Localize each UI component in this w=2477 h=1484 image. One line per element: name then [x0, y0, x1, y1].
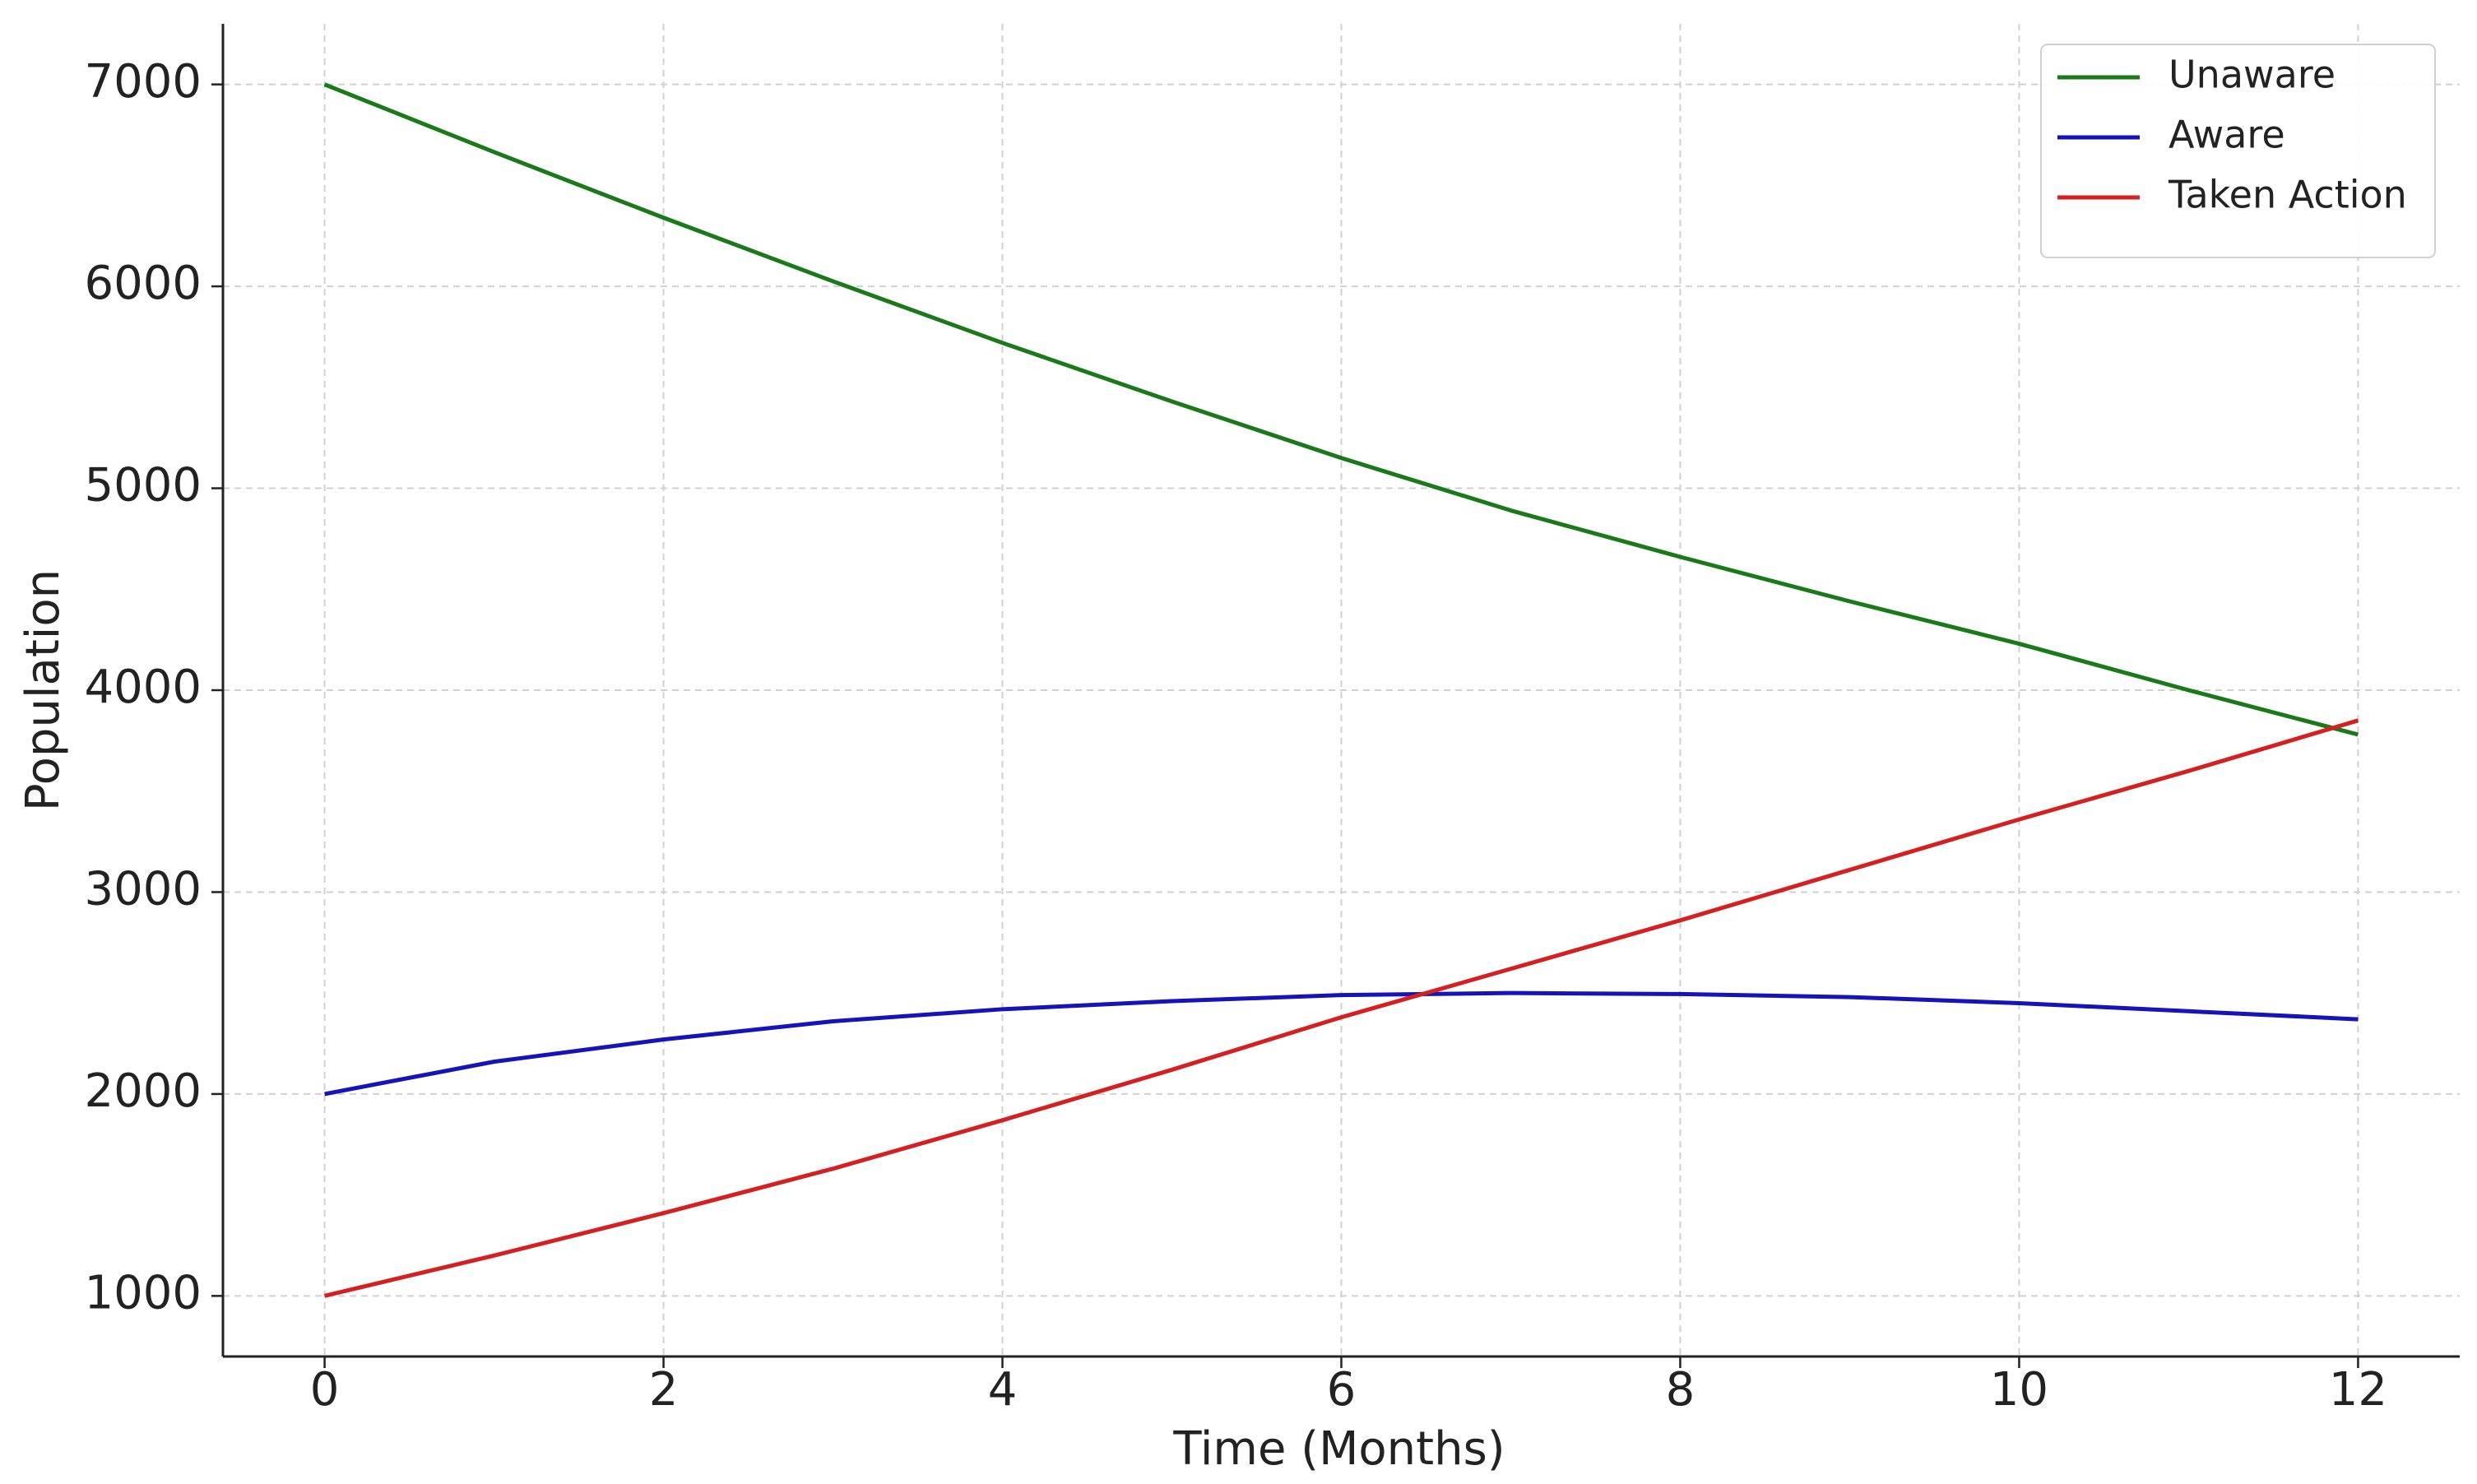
y-tick-label: 6000	[84, 257, 202, 310]
legend: Unaware Aware Taken Action	[2040, 44, 2436, 258]
x-axis-label: Time (Months)	[1172, 1422, 1505, 1476]
x-tick-label: 10	[1990, 1363, 2048, 1417]
x-tick-label: 6	[1327, 1363, 1357, 1417]
series-line	[324, 990, 2359, 1097]
series-line	[324, 718, 2359, 1298]
y-tick-label: 3000	[84, 863, 202, 916]
y-tick-label: 2000	[84, 1064, 202, 1118]
legend-box	[2040, 44, 2436, 258]
x-tick-label: 4	[988, 1363, 1018, 1417]
x-tick-label: 0	[310, 1363, 340, 1417]
x-tick-label: 8	[1666, 1363, 1695, 1417]
series-line	[323, 82, 2359, 737]
legend-label: Unaware	[2169, 53, 2336, 97]
y-axis-label: Population	[16, 569, 70, 811]
y-tick-label: 5000	[84, 459, 202, 512]
x-tick-label: 2	[649, 1363, 679, 1417]
y-tick-label: 7000	[84, 55, 202, 109]
y-tick-label: 1000	[84, 1267, 202, 1320]
legend-label: Aware	[2169, 113, 2285, 157]
legend-label: Taken Action	[2168, 173, 2407, 217]
y-tick-label: 4000	[84, 661, 202, 714]
x-tick-label: 12	[2329, 1363, 2387, 1417]
